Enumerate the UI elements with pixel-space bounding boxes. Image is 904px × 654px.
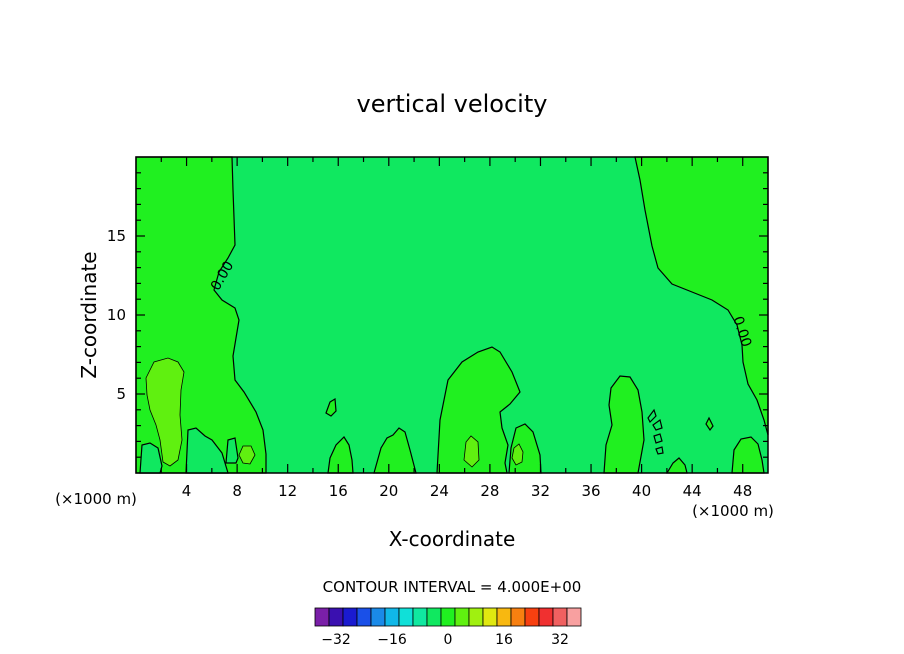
x-unit-label-left: (×1000 m) [55, 490, 137, 508]
x-tick-label: 8 [232, 482, 242, 500]
colorbar-swatch [454, 607, 470, 627]
colorbar-swatch [412, 607, 428, 627]
x-tick-label: 20 [379, 482, 398, 500]
colorbar-swatch [524, 607, 540, 627]
colorbar-swatch [398, 607, 414, 627]
colorbar-swatch [468, 607, 484, 627]
colorbar-swatch [328, 607, 344, 627]
positive-blob-28 [436, 346, 521, 474]
x-tick-label: 24 [430, 482, 449, 500]
colorbar-tick-label: −32 [321, 632, 351, 648]
x-tick-label: 16 [329, 482, 348, 500]
colorbar-swatch [314, 607, 330, 627]
zero-pocket-left-2 [185, 427, 229, 474]
x-tick-label: 32 [531, 482, 550, 500]
x-tick-label: 36 [581, 482, 600, 500]
colorbar-tick-label: −16 [377, 632, 407, 648]
small-cell-45 [705, 416, 714, 432]
small-cell-15 [325, 397, 337, 417]
contour-interval-text: CONTOUR INTERVAL = 4.000E+00 [323, 578, 582, 596]
colorbar-tick-label: 0 [444, 632, 453, 648]
positive-blob-40 [603, 375, 645, 474]
colorbar: −32 −16 0 16 32 [314, 607, 582, 648]
y-tick-label: 10 [107, 306, 126, 324]
zero-pocket-8 [225, 437, 239, 464]
colorbar-swatch [356, 607, 372, 627]
colorbar-swatch [538, 607, 554, 627]
colorbar-swatch [552, 607, 568, 627]
x-axis-label: X-coordinate [389, 527, 516, 551]
x-tick-label: 40 [632, 482, 651, 500]
colorbar-tick-label: 16 [495, 632, 513, 648]
colorbar-swatch [510, 607, 526, 627]
y-tick-label: 15 [107, 227, 126, 245]
x-tick-label: 48 [733, 482, 752, 500]
chart-title: vertical velocity [357, 90, 548, 118]
x-tick-label: 44 [683, 482, 702, 500]
x-tick-label: 28 [480, 482, 499, 500]
x-unit-label-right: (×1000 m) [692, 502, 774, 520]
colorbar-swatch [496, 607, 512, 627]
colorbar-swatch [426, 607, 442, 627]
strong-updraft-left [145, 357, 185, 467]
x-tick-label: 12 [278, 482, 297, 500]
positive-region-right [634, 156, 769, 436]
colorbar-swatch [384, 607, 400, 627]
strong-updraft-26 [463, 435, 480, 468]
positive-blob-20 [373, 427, 417, 474]
strong-updraft-9 [238, 445, 256, 465]
colorbar-swatch [566, 607, 582, 627]
y-tick-label: 5 [116, 385, 126, 403]
strong-updraft-30 [511, 443, 524, 466]
plot-area: 0.00 0.00 [135, 156, 769, 474]
colorbar-swatch [482, 607, 498, 627]
contour-dashes-41 [647, 408, 664, 455]
y-axis-label: Z-coordinate [77, 251, 101, 378]
colorbar-swatch [440, 607, 456, 627]
x-tick-label: 4 [182, 482, 192, 500]
colorbar-tick-label: 32 [551, 632, 569, 648]
positive-blob-17 [327, 436, 354, 474]
colorbar-swatch [342, 607, 358, 627]
positive-blob-48 [731, 436, 765, 474]
colorbar-swatch [370, 607, 386, 627]
